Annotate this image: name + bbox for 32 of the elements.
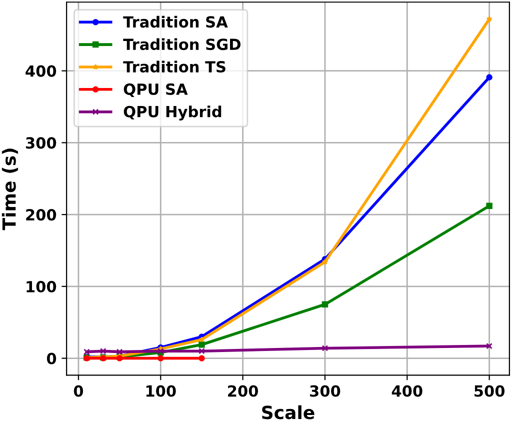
y-tick-label: 0 bbox=[46, 352, 56, 364]
legend-label: Tradition TS bbox=[123, 60, 226, 73]
y-tick-label: 300 bbox=[26, 137, 56, 149]
y-tick-label: 400 bbox=[26, 65, 56, 77]
point bbox=[322, 258, 328, 265]
point bbox=[84, 348, 90, 355]
point bbox=[486, 16, 492, 22]
x-axis-title: Scale bbox=[262, 405, 314, 420]
x-tick-label: 500 bbox=[474, 385, 505, 397]
y-tick-label: 200 bbox=[26, 209, 56, 221]
x-tick-label: 400 bbox=[392, 385, 422, 397]
legend-label: QPU SA bbox=[124, 83, 188, 97]
point bbox=[158, 355, 164, 362]
point bbox=[100, 348, 106, 354]
legend-label: QPU Hybrid bbox=[124, 106, 222, 120]
point bbox=[198, 348, 205, 354]
x-tick-label: 0 bbox=[74, 385, 84, 397]
y-axis-title: Time (s) bbox=[2, 148, 18, 230]
point bbox=[322, 301, 328, 308]
legend-label: Tradition SA bbox=[123, 16, 228, 28]
point bbox=[486, 202, 492, 210]
point bbox=[486, 74, 492, 80]
y-tick-label: 100 bbox=[26, 280, 56, 292]
legend-label: Tradition SGD bbox=[123, 38, 241, 50]
x-tick-label: 100 bbox=[146, 385, 176, 397]
x-tick-label: 200 bbox=[228, 385, 258, 397]
point bbox=[116, 348, 123, 355]
point bbox=[486, 342, 492, 350]
point bbox=[198, 355, 205, 362]
point bbox=[322, 345, 328, 352]
point bbox=[198, 342, 205, 348]
x-tick-label: 300 bbox=[310, 385, 340, 397]
